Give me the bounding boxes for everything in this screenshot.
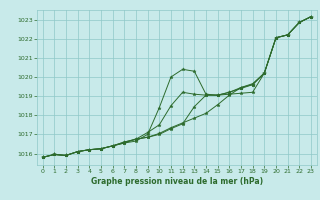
X-axis label: Graphe pression niveau de la mer (hPa): Graphe pression niveau de la mer (hPa) <box>91 177 263 186</box>
